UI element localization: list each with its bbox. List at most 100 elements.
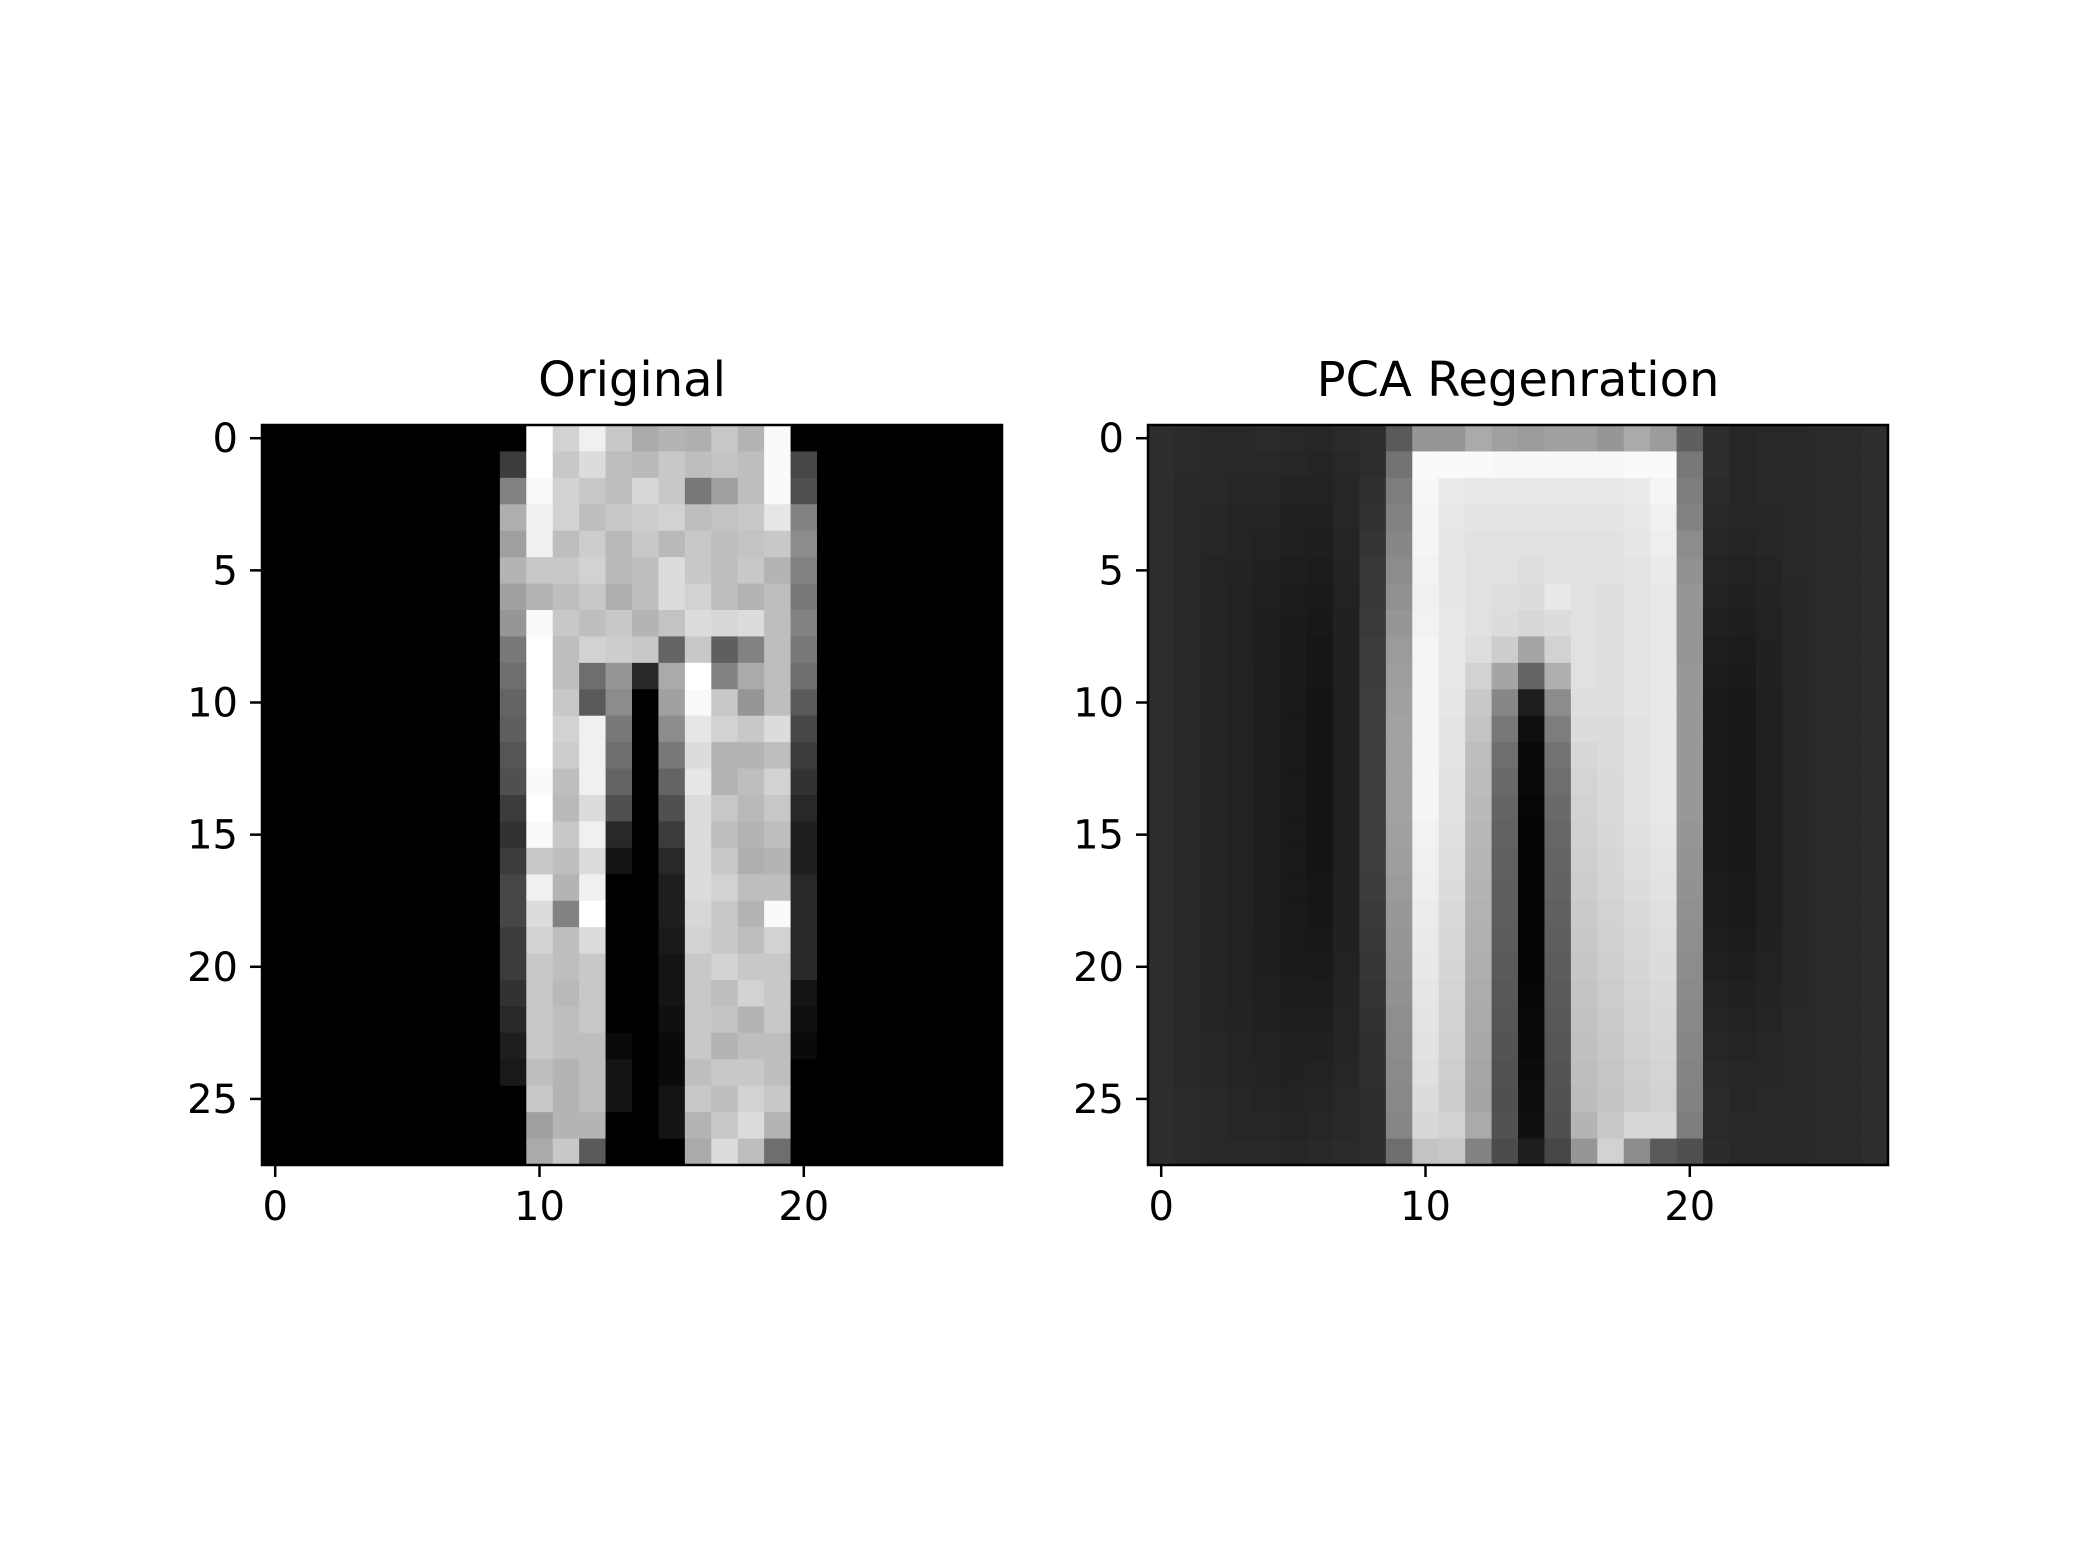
pixel-cell: [949, 795, 977, 823]
pixel-cell: [420, 1085, 448, 1113]
pixel-cell: [1597, 477, 1625, 505]
pixel-cell: [526, 1138, 554, 1166]
pixel-cell: [1729, 1085, 1757, 1113]
pixel-cell: [1174, 610, 1202, 638]
pixel-cell: [817, 795, 845, 823]
pixel-cell: [1200, 689, 1228, 717]
pixel-cell: [1253, 1085, 1281, 1113]
pixel-cell: [367, 874, 395, 902]
pixel-cell: [1148, 504, 1176, 532]
pixel-cell: [1280, 953, 1308, 981]
pixel-cell: [473, 715, 501, 743]
pixel-cell: [1729, 1006, 1757, 1034]
pixel-cell: [288, 504, 316, 532]
pixel-cell: [737, 504, 765, 532]
pixel-cell: [1200, 1138, 1228, 1166]
pixel-cell: [262, 1085, 290, 1113]
pixel-cell: [711, 451, 739, 479]
pixel-cell: [1491, 530, 1519, 558]
pixel-cell: [552, 530, 580, 558]
pixel-cell: [579, 953, 607, 981]
pixel-cell: [790, 662, 818, 690]
pixel-cell: [367, 847, 395, 875]
panel-title: Original: [538, 352, 726, 408]
pixel-cell: [632, 953, 660, 981]
pixel-cell: [367, 662, 395, 690]
pixel-cell: [869, 662, 897, 690]
pixel-cell: [658, 927, 686, 955]
pixel-cell: [526, 953, 554, 981]
pixel-cell: [922, 610, 950, 638]
pixel-cell: [790, 1059, 818, 1087]
y-tick-label: 25: [187, 1077, 238, 1123]
pixel-cell: [1729, 662, 1757, 690]
pixel-cell: [1755, 530, 1783, 558]
pixel-cell: [684, 715, 712, 743]
pixel-cell: [1333, 1059, 1361, 1087]
pixel-cell: [869, 927, 897, 955]
pixel-cell: [843, 557, 871, 585]
pixel-cell: [1782, 530, 1810, 558]
pixel-cell: [1782, 953, 1810, 981]
pixel-cell: [1412, 689, 1440, 717]
pixel-cell: [552, 795, 580, 823]
pixel-cell: [1729, 1112, 1757, 1140]
pixel-cell: [552, 980, 580, 1008]
pixel-cell: [658, 610, 686, 638]
pixel-cell: [499, 821, 527, 849]
pixel-cell: [1544, 821, 1572, 849]
pixel-cell: [1200, 900, 1228, 928]
pixel-cell: [1782, 1085, 1810, 1113]
pixel-cell: [684, 927, 712, 955]
pixel-cell: [1755, 1112, 1783, 1140]
pixel-cell: [288, 557, 316, 585]
pixel-cell: [1703, 530, 1731, 558]
pixel-cell: [711, 504, 739, 532]
pixel-cell: [1782, 425, 1810, 453]
pixel-cell: [1148, 980, 1176, 1008]
pixel-cell: [1412, 451, 1440, 479]
pixel-cell: [1518, 636, 1546, 664]
pixel-cell: [922, 980, 950, 1008]
pixel-cell: [341, 636, 369, 664]
pixel-cell: [1148, 530, 1176, 558]
pixel-cell: [1385, 874, 1413, 902]
pixel-cell: [1148, 874, 1176, 902]
pixel-cell: [764, 477, 792, 505]
pixel-cell: [1703, 874, 1731, 902]
pixel-cell: [552, 610, 580, 638]
pixel-cell: [1306, 847, 1334, 875]
pixel-cell: [552, 477, 580, 505]
pixel-cell: [314, 610, 342, 638]
pixel-cell: [843, 847, 871, 875]
pixel-cell: [1253, 821, 1281, 849]
pixel-cell: [1306, 900, 1334, 928]
pixel-cell: [1200, 1032, 1228, 1060]
pixel-cell: [1385, 636, 1413, 664]
pixel-cell: [1491, 1059, 1519, 1087]
pixel-cell: [552, 1138, 580, 1166]
pixel-cell: [1676, 477, 1704, 505]
pixel-cell: [1412, 530, 1440, 558]
pixel-cell: [605, 715, 633, 743]
pixel-cell: [1808, 1138, 1836, 1166]
pixel-cell: [1835, 953, 1863, 981]
pixel-cell: [288, 583, 316, 611]
pixel-cell: [1148, 953, 1176, 981]
pixel-cell: [1570, 1059, 1598, 1087]
pixel-cell: [869, 980, 897, 1008]
pixel-cell: [975, 900, 1003, 928]
pixel-cell: [632, 583, 660, 611]
pixel-cell: [1597, 530, 1625, 558]
pixel-cell: [949, 847, 977, 875]
pixel-cell: [473, 425, 501, 453]
pixel-cell: [1703, 821, 1731, 849]
pixel-cell: [1174, 557, 1202, 585]
pixel-cell: [1359, 636, 1387, 664]
pixel-cell: [869, 451, 897, 479]
y-tick-label: 15: [187, 813, 238, 859]
pixel-cell: [1148, 557, 1176, 585]
pixel-cell: [1808, 504, 1836, 532]
pixel-cell: [1861, 980, 1889, 1008]
pixel-cell: [1385, 953, 1413, 981]
